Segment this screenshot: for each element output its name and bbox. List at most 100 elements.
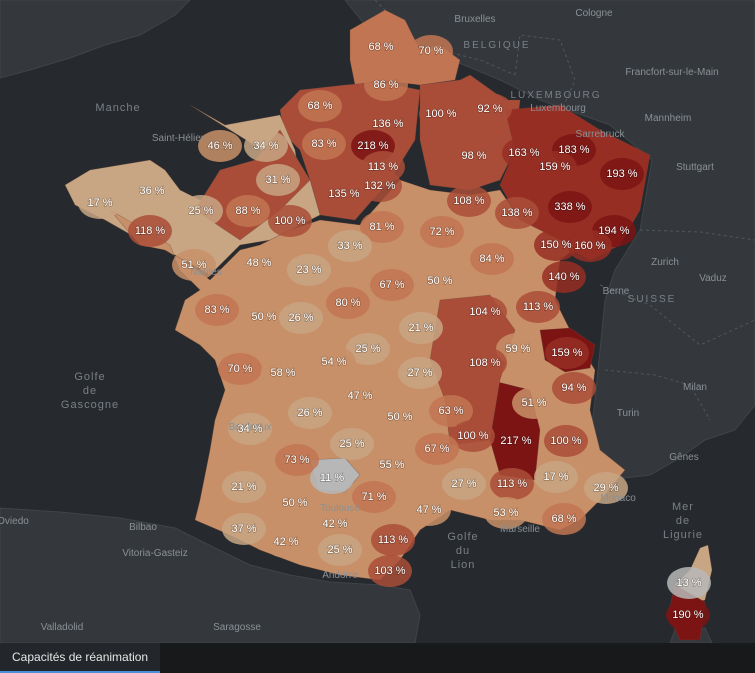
department-area[interactable] bbox=[256, 164, 300, 196]
country-label: BELGIQUE bbox=[463, 40, 530, 51]
department-area[interactable] bbox=[496, 333, 540, 365]
department-area[interactable] bbox=[452, 140, 496, 172]
department-area[interactable] bbox=[542, 503, 586, 535]
department-value-label: 103 % bbox=[374, 565, 405, 577]
department-area[interactable] bbox=[261, 357, 305, 389]
department-area[interactable] bbox=[370, 269, 414, 301]
department-area[interactable] bbox=[302, 128, 346, 160]
department-area[interactable] bbox=[322, 178, 366, 210]
department-area[interactable] bbox=[228, 413, 272, 445]
department-area[interactable] bbox=[244, 130, 288, 162]
department-area[interactable] bbox=[463, 347, 507, 379]
department-area[interactable] bbox=[368, 555, 412, 587]
department-area[interactable] bbox=[666, 599, 710, 631]
department-area[interactable] bbox=[378, 401, 422, 433]
department-area[interactable] bbox=[409, 35, 453, 67]
department-area[interactable] bbox=[542, 261, 586, 293]
department-area[interactable] bbox=[470, 243, 514, 275]
department-value-label: 48 % bbox=[246, 257, 271, 269]
tab-capacites-reanimation[interactable]: Capacités de réanimation bbox=[0, 643, 161, 673]
department-area[interactable] bbox=[398, 357, 442, 389]
department-area[interactable] bbox=[242, 301, 286, 333]
department-area[interactable] bbox=[600, 158, 644, 190]
department-area[interactable] bbox=[338, 380, 382, 412]
department-area[interactable] bbox=[552, 372, 596, 404]
department-area[interactable] bbox=[484, 497, 528, 529]
department-area[interactable] bbox=[273, 487, 317, 519]
department-area[interactable] bbox=[534, 229, 578, 261]
department-area[interactable] bbox=[268, 205, 312, 237]
department-area[interactable] bbox=[370, 449, 414, 481]
department-area[interactable] bbox=[419, 98, 463, 130]
department-area[interactable] bbox=[407, 494, 451, 526]
department-area[interactable] bbox=[512, 387, 556, 419]
department-area[interactable] bbox=[328, 230, 372, 262]
city-label: Cologne bbox=[575, 8, 613, 19]
department-area[interactable] bbox=[418, 265, 462, 297]
department-area[interactable] bbox=[463, 296, 507, 328]
department-area[interactable] bbox=[490, 468, 534, 500]
department-area[interactable] bbox=[399, 312, 443, 344]
sea-label: Golfe de Gascogne bbox=[61, 371, 119, 411]
department-area[interactable] bbox=[287, 254, 331, 286]
department-area[interactable] bbox=[78, 187, 122, 219]
department-area[interactable] bbox=[310, 462, 354, 494]
department-area[interactable] bbox=[533, 151, 577, 183]
department-area[interactable] bbox=[495, 197, 539, 229]
sea-label: Manche bbox=[95, 102, 140, 114]
department-area[interactable] bbox=[195, 294, 239, 326]
department-value-label: 42 % bbox=[273, 536, 298, 548]
department-area[interactable] bbox=[222, 513, 266, 545]
department-value-label: 11 % bbox=[320, 472, 344, 484]
department-area[interactable] bbox=[352, 481, 396, 513]
department-area[interactable] bbox=[313, 508, 357, 540]
department-area[interactable] bbox=[494, 425, 538, 457]
department-area[interactable] bbox=[667, 567, 711, 599]
department-area[interactable] bbox=[130, 175, 174, 207]
department-area[interactable] bbox=[279, 302, 323, 334]
department-area[interactable] bbox=[198, 130, 242, 162]
department-area[interactable] bbox=[429, 395, 473, 427]
department-area[interactable] bbox=[275, 444, 319, 476]
map[interactable]: Bruxelles Cologne BELGIQUE LUXEMBOURG Luxemb… bbox=[0, 0, 755, 643]
department-area[interactable] bbox=[516, 291, 560, 323]
department-area[interactable] bbox=[326, 287, 370, 319]
department-area[interactable] bbox=[172, 249, 216, 281]
department-area[interactable] bbox=[364, 69, 408, 101]
department-area[interactable] bbox=[442, 468, 486, 500]
department-area[interactable] bbox=[346, 333, 390, 365]
department-area[interactable] bbox=[358, 170, 402, 202]
department-area[interactable] bbox=[568, 230, 612, 262]
department-area[interactable] bbox=[330, 428, 374, 460]
department-area[interactable] bbox=[264, 526, 308, 558]
department-area[interactable] bbox=[545, 337, 589, 369]
department-area[interactable] bbox=[371, 524, 415, 556]
department-value-label: 29 % bbox=[593, 482, 618, 494]
department-area[interactable] bbox=[218, 353, 262, 385]
department-area[interactable] bbox=[318, 534, 362, 566]
department-area[interactable] bbox=[128, 215, 172, 247]
department-area[interactable] bbox=[226, 195, 270, 227]
department-area[interactable] bbox=[544, 425, 588, 457]
department-area[interactable] bbox=[548, 191, 592, 223]
department-area[interactable] bbox=[534, 461, 578, 493]
department-value-label: 100 % bbox=[425, 108, 456, 120]
department-area[interactable] bbox=[179, 195, 223, 227]
department-area[interactable] bbox=[415, 433, 459, 465]
department-area[interactable] bbox=[237, 247, 281, 279]
department-area[interactable] bbox=[360, 211, 404, 243]
department-area[interactable] bbox=[468, 93, 512, 125]
department-area[interactable] bbox=[451, 420, 495, 452]
city-label: Saint-Hélier bbox=[152, 133, 205, 144]
department-value-label: 136 % bbox=[372, 118, 403, 130]
department-area[interactable] bbox=[584, 472, 628, 504]
department-value-label: 81 % bbox=[369, 221, 394, 233]
department-area[interactable] bbox=[222, 471, 266, 503]
department-area[interactable] bbox=[288, 397, 332, 429]
department-area[interactable] bbox=[298, 90, 342, 122]
department-area[interactable] bbox=[420, 216, 464, 248]
department-area[interactable] bbox=[359, 31, 403, 63]
department-value-label: 100 % bbox=[274, 215, 305, 227]
department-area[interactable] bbox=[447, 185, 491, 217]
department-area[interactable] bbox=[312, 346, 356, 378]
